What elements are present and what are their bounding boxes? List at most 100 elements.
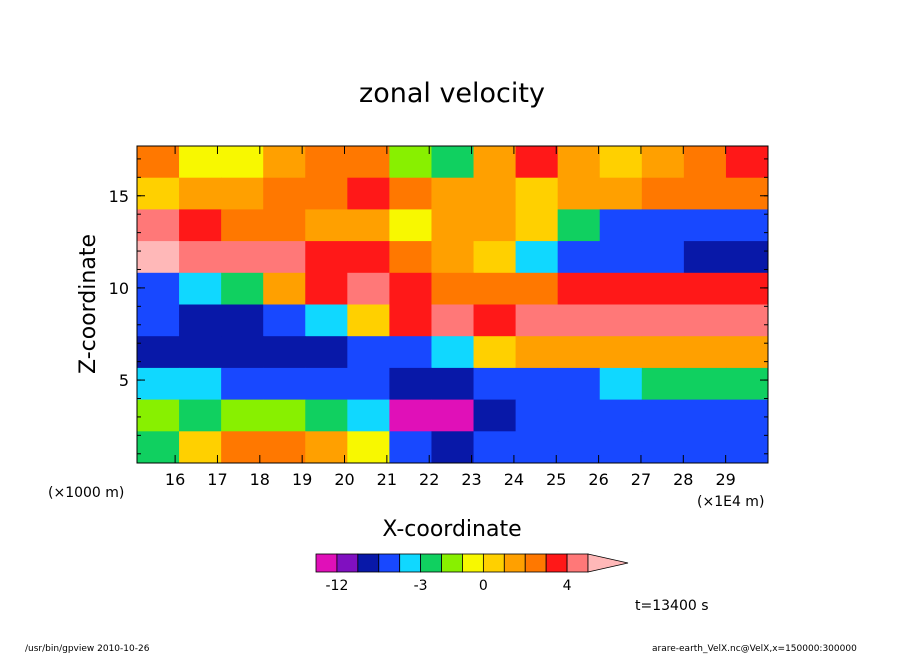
contour-cell bbox=[305, 336, 348, 369]
contour-cell bbox=[473, 146, 517, 179]
contour-cell bbox=[305, 209, 348, 242]
contour-cell bbox=[305, 399, 348, 432]
contour-cell bbox=[137, 431, 180, 464]
contour-cell bbox=[473, 241, 517, 274]
contour-cell bbox=[137, 336, 180, 369]
contour-cell bbox=[431, 272, 475, 305]
colorbar-tick-label: 0 bbox=[479, 578, 488, 594]
contour-cell bbox=[389, 336, 432, 369]
colorbar-swatch bbox=[315, 553, 338, 573]
contour-cell bbox=[557, 272, 601, 305]
contour-cell bbox=[599, 304, 643, 337]
colorbar-swatch bbox=[524, 553, 547, 573]
contour-cell bbox=[263, 241, 306, 274]
contour-cell bbox=[179, 367, 222, 401]
contour-cell bbox=[725, 177, 769, 210]
contour-cell bbox=[221, 241, 264, 274]
contour-cell bbox=[221, 209, 264, 242]
contour-cell bbox=[557, 304, 601, 337]
colorbar-extend-triangle bbox=[587, 553, 629, 573]
contour-cell bbox=[179, 304, 222, 337]
contour-cell bbox=[683, 272, 727, 305]
x-tick-label: 26 bbox=[588, 470, 608, 489]
colorbar-swatch bbox=[503, 553, 526, 573]
x-tick-labels: 16 17 18 19 20 21 22 23 24 25 26 27 28 29 bbox=[165, 146, 736, 489]
contour-cell bbox=[179, 336, 222, 369]
contour-cell bbox=[263, 431, 306, 464]
footer-left: /usr/bin/gpview 2010-10-26 bbox=[25, 644, 150, 654]
contour-cell bbox=[179, 177, 222, 210]
contour-cell bbox=[641, 241, 685, 274]
contour-cell bbox=[221, 431, 264, 464]
contour-cell bbox=[515, 209, 559, 242]
contour-cell bbox=[473, 209, 517, 242]
contour-cell bbox=[473, 367, 517, 401]
contour-cell bbox=[389, 367, 432, 401]
contour-cell bbox=[137, 304, 180, 337]
x-tick-label: 25 bbox=[546, 470, 566, 489]
contour-cell bbox=[347, 304, 390, 337]
contour-cell bbox=[305, 241, 348, 274]
contour-cell bbox=[599, 209, 643, 242]
y-axis-label: Z-coordinate bbox=[76, 234, 101, 374]
x-unit-left: (×1000 m) bbox=[48, 485, 124, 501]
contour-cell bbox=[683, 146, 727, 179]
contour-cell bbox=[515, 146, 559, 179]
contour-cell bbox=[137, 367, 180, 401]
contour-cell bbox=[641, 367, 685, 401]
contour-cell bbox=[725, 367, 769, 401]
contour-cell bbox=[179, 431, 222, 464]
x-tick-label: 29 bbox=[715, 470, 735, 489]
contour-cell bbox=[263, 177, 306, 210]
contour-cell bbox=[263, 209, 306, 242]
contour-cell bbox=[725, 146, 769, 179]
x-tick-label: 22 bbox=[419, 470, 439, 489]
contour-cell bbox=[431, 336, 475, 369]
x-tick-label: 24 bbox=[504, 470, 524, 489]
contour-cell bbox=[641, 431, 685, 464]
contour-cell bbox=[305, 431, 348, 464]
contour-cell bbox=[137, 209, 180, 242]
contour-cell bbox=[641, 209, 685, 242]
colorbar: -12 -3 0 4 bbox=[315, 553, 629, 594]
contour-cell bbox=[137, 177, 180, 210]
contour-cell bbox=[305, 367, 348, 401]
contour-cell bbox=[137, 272, 180, 305]
contour-cell bbox=[389, 209, 432, 242]
contour-cell bbox=[641, 146, 685, 179]
contour-cell bbox=[515, 431, 559, 464]
contour-cell bbox=[389, 177, 432, 210]
colorbar-tick-label: 4 bbox=[563, 578, 572, 594]
contour-cell bbox=[683, 177, 727, 210]
x-tick-label: 23 bbox=[461, 470, 481, 489]
contour-cell bbox=[263, 304, 306, 337]
contour-cell bbox=[347, 399, 390, 432]
contour-cell bbox=[557, 146, 601, 179]
colorbar-swatch bbox=[482, 553, 505, 573]
contour-cell bbox=[179, 146, 222, 179]
contour-cell bbox=[389, 146, 432, 179]
contour-cell bbox=[263, 146, 306, 179]
contour-cell bbox=[515, 367, 559, 401]
y-tick-label: 5 bbox=[119, 371, 129, 390]
colorbar-swatch bbox=[545, 553, 568, 573]
colorbar-swatch bbox=[566, 553, 589, 573]
contour-cell bbox=[599, 336, 643, 369]
contour-cell bbox=[599, 367, 643, 401]
contour-cell bbox=[473, 304, 517, 337]
contour-cell bbox=[263, 367, 306, 401]
contour-cell bbox=[683, 304, 727, 337]
contour-cell bbox=[683, 431, 727, 464]
contour-cell bbox=[179, 209, 222, 242]
contour-cell bbox=[431, 177, 475, 210]
colorbar-swatch bbox=[441, 553, 463, 573]
contour-cell bbox=[473, 431, 517, 464]
colorbar-tick-label: -12 bbox=[325, 578, 348, 594]
contour-cell bbox=[137, 146, 180, 179]
contour-cell bbox=[683, 209, 727, 242]
x-tick-label: 16 bbox=[165, 470, 185, 489]
contour-cell bbox=[431, 304, 475, 337]
contour-cell bbox=[431, 209, 475, 242]
contour-cell bbox=[473, 399, 517, 432]
